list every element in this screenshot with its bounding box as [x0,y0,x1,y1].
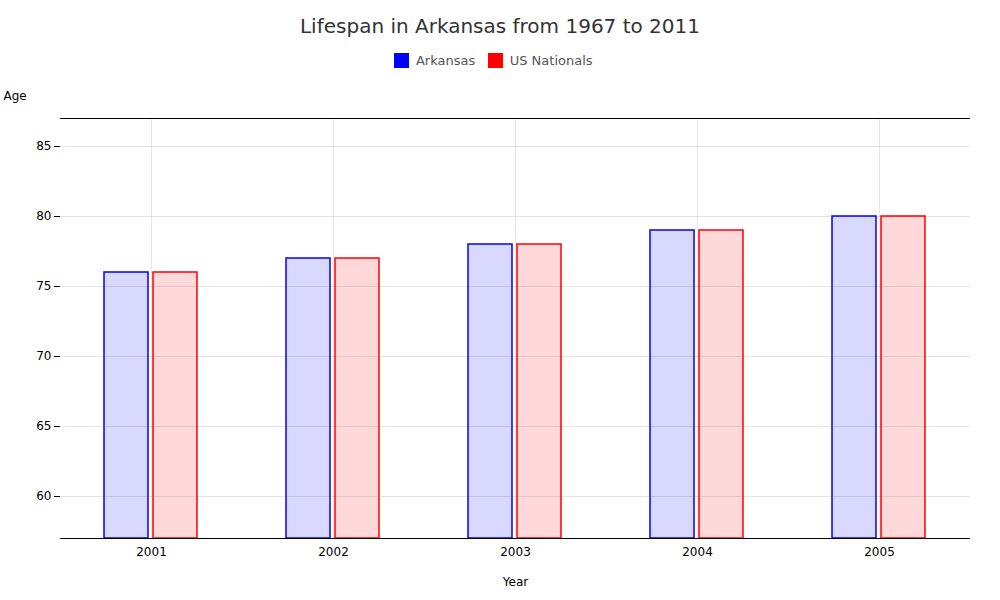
svg-text:75: 75 [36,279,51,293]
svg-text:2005: 2005 [864,545,895,559]
html-text:Arkansas: Arkansas [415,53,476,68]
svg-text:2001: 2001 [136,545,167,559]
svg-text:2003: 2003 [500,545,531,559]
svg-text:2004: 2004 [682,545,713,559]
svg-text:2002: 2002 [318,545,349,559]
svg-text:85: 85 [36,139,51,153]
svg-text:60: 60 [36,489,51,503]
html-text:Lifespan in Arkansas from 1967: Lifespan in Arkansas from 1967 to 2011 [300,14,700,38]
svg-text:65: 65 [36,419,51,433]
svg-text:80: 80 [36,209,51,223]
html-text:US Nationals: US Nationals [509,53,593,68]
svg-text:Age: Age [4,89,27,103]
svg-text:70: 70 [36,349,51,363]
svg-text:Year: Year [502,574,528,588]
